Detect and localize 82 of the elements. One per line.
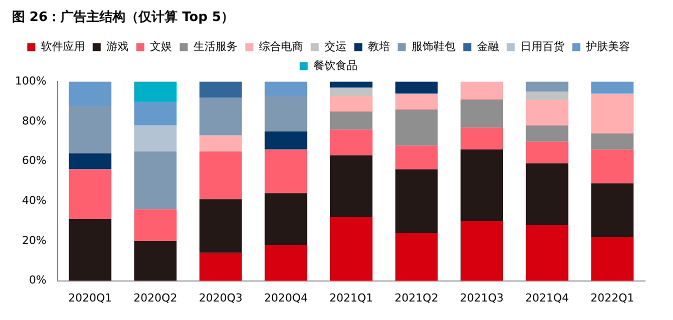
x-tick-label: 2021Q1	[329, 291, 374, 304]
bar	[199, 135, 242, 152]
bar	[591, 133, 634, 150]
bar	[395, 232, 438, 281]
bar	[330, 129, 372, 156]
bar	[395, 145, 438, 170]
bar	[460, 149, 504, 222]
bar	[591, 149, 634, 184]
y-tick-label: 80%	[22, 114, 46, 128]
y-tick-label: 20%	[22, 234, 46, 247]
bar	[526, 141, 568, 164]
bar	[68, 106, 112, 154]
bar	[199, 199, 242, 253]
bar	[264, 82, 308, 96]
bar	[526, 163, 568, 226]
bar	[134, 151, 177, 210]
x-tick-label: 2020Q2	[134, 291, 178, 304]
bar	[526, 92, 568, 100]
bar	[591, 94, 634, 134]
bar	[591, 183, 634, 237]
legend-label: 文娱	[150, 40, 172, 53]
bar	[460, 82, 504, 100]
bar	[526, 125, 568, 142]
legend-label: 软件应用	[40, 40, 85, 53]
bar	[395, 109, 438, 146]
bar	[460, 127, 504, 150]
bar	[330, 96, 372, 112]
bar	[395, 169, 438, 233]
legend-label: 金融	[476, 40, 499, 53]
legend-label: 护肤美容	[584, 40, 630, 53]
bar	[330, 155, 372, 218]
x-tick-label: 2021Q3	[460, 291, 504, 304]
x-tick-label: 2020Q1	[68, 291, 112, 304]
x-tick-label: 2022Q1	[590, 291, 634, 304]
y-tick-label: 60%	[22, 154, 46, 168]
bar	[134, 102, 177, 126]
bar	[526, 100, 568, 126]
bar	[199, 98, 242, 136]
legend-label: 生活服务	[193, 40, 238, 53]
bar	[264, 96, 308, 132]
bar	[68, 82, 112, 106]
bar	[264, 131, 308, 150]
legend-label: 教培	[368, 40, 390, 53]
bar	[460, 100, 504, 128]
bar	[264, 149, 308, 194]
x-tick-label: 2021Q4	[525, 291, 569, 304]
bar	[591, 82, 634, 94]
y-tick-label: 100%	[14, 74, 46, 88]
chart-title: 图 26：广告主结构（仅计算 Top 5）	[12, 9, 234, 26]
y-tick-label: 40%	[22, 194, 46, 207]
bar	[526, 225, 568, 281]
x-tick-label: 2020Q4	[264, 291, 308, 304]
bar	[68, 219, 112, 281]
bar	[395, 82, 438, 94]
legend-label: 游戏	[106, 40, 128, 53]
bar	[330, 88, 372, 96]
bar	[134, 82, 177, 102]
bar	[68, 153, 112, 170]
bar	[330, 111, 372, 130]
bar	[264, 193, 308, 245]
x-tick-label: 2020Q3	[198, 291, 242, 304]
bar	[460, 221, 504, 281]
bar	[330, 217, 372, 281]
bar	[134, 209, 177, 241]
bar	[199, 151, 242, 200]
legend-label: 服饰鞋包	[411, 40, 456, 53]
bar	[134, 240, 177, 281]
bar	[199, 252, 242, 281]
bar	[134, 125, 177, 152]
legend-label: 日用百货	[520, 40, 564, 53]
bar	[591, 236, 634, 281]
bar	[68, 169, 112, 220]
y-tick-label: 0%	[28, 274, 46, 287]
bar	[264, 244, 308, 281]
legend-label: 综合电商	[258, 40, 303, 53]
legend-label: 交运	[324, 40, 346, 53]
bar	[395, 94, 438, 110]
bar	[199, 82, 242, 98]
bar	[330, 82, 372, 88]
bar	[526, 82, 568, 92]
x-tick-label: 2021Q2	[394, 291, 438, 304]
legend-label: 餐饮食品	[313, 58, 358, 72]
